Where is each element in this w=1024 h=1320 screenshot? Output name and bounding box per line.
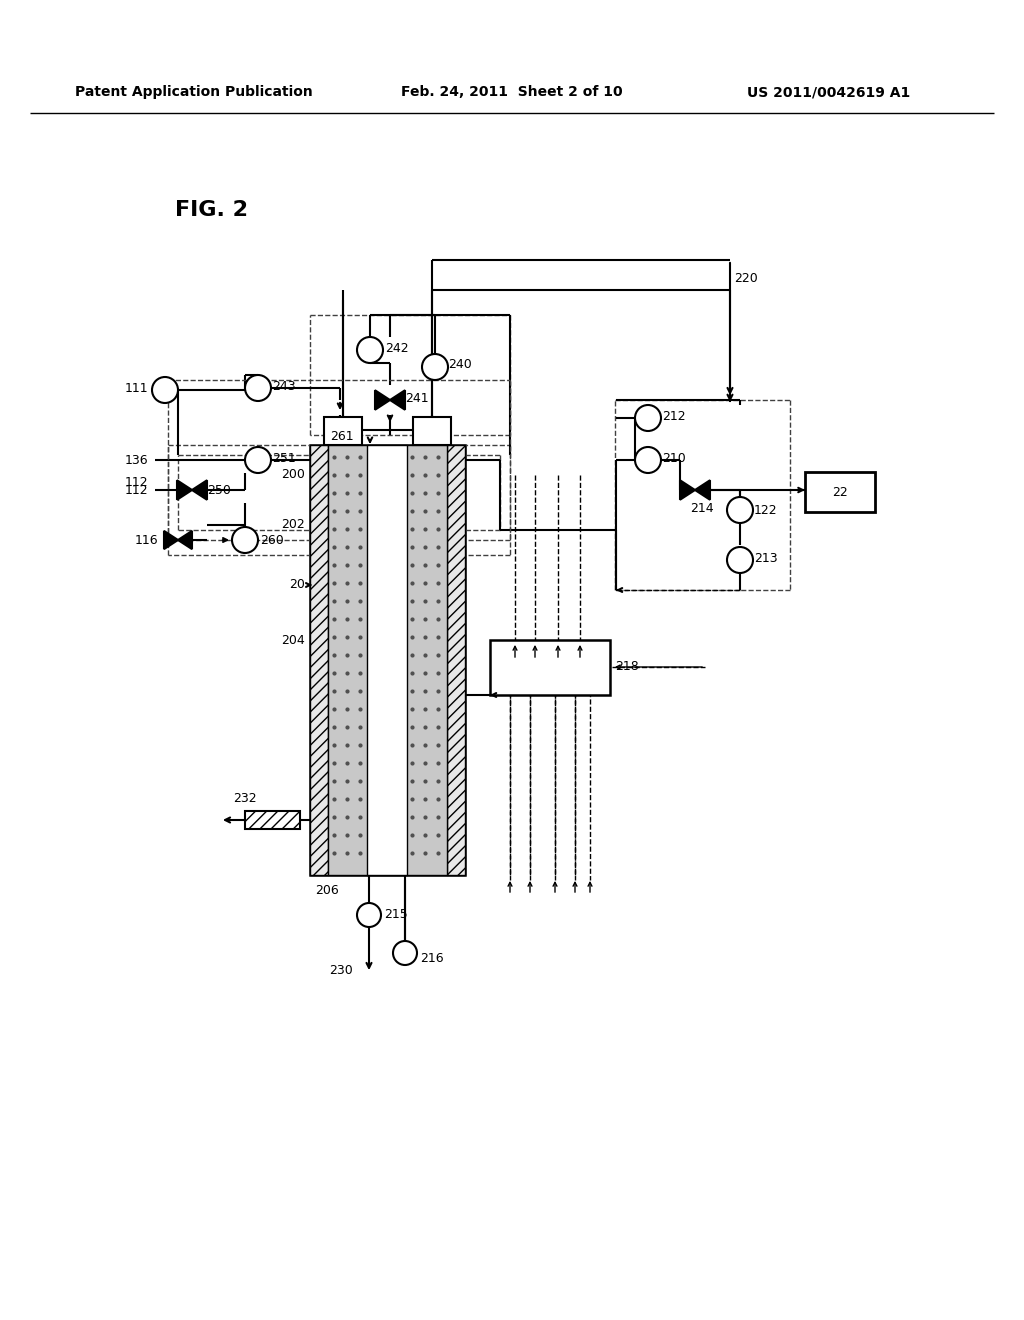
Text: 251: 251: [272, 451, 296, 465]
Text: 122: 122: [754, 503, 777, 516]
Circle shape: [245, 375, 271, 401]
Circle shape: [245, 447, 271, 473]
Polygon shape: [164, 531, 178, 549]
Text: 213: 213: [754, 552, 777, 565]
Circle shape: [232, 527, 258, 553]
Text: US 2011/0042619 A1: US 2011/0042619 A1: [746, 84, 910, 99]
Text: 260: 260: [260, 533, 284, 546]
Text: 136: 136: [124, 454, 148, 466]
Text: 261: 261: [330, 430, 353, 444]
Circle shape: [727, 498, 753, 523]
Polygon shape: [695, 480, 710, 500]
Text: Feb. 24, 2011  Sheet 2 of 10: Feb. 24, 2011 Sheet 2 of 10: [401, 84, 623, 99]
Text: 210: 210: [662, 451, 686, 465]
Text: 212: 212: [662, 409, 686, 422]
Text: 218: 218: [615, 660, 639, 673]
Text: 230: 230: [329, 964, 352, 977]
Text: 200: 200: [282, 469, 305, 482]
Text: 243: 243: [272, 380, 296, 392]
Polygon shape: [375, 391, 390, 409]
Text: Patent Application Publication: Patent Application Publication: [75, 84, 312, 99]
Bar: [805, 473, 874, 512]
Text: 250: 250: [207, 483, 230, 496]
Text: 215: 215: [384, 908, 408, 921]
Text: 214: 214: [690, 502, 714, 515]
Bar: [367, 445, 407, 875]
Polygon shape: [178, 531, 193, 549]
Circle shape: [357, 903, 381, 927]
Circle shape: [635, 447, 662, 473]
Polygon shape: [177, 480, 193, 500]
Text: 204: 204: [282, 634, 305, 647]
Circle shape: [357, 337, 383, 363]
Text: 112: 112: [124, 483, 148, 496]
Text: 240: 240: [449, 359, 472, 371]
Text: 116: 116: [134, 533, 158, 546]
Circle shape: [727, 546, 753, 573]
Bar: [245, 810, 300, 829]
Circle shape: [635, 405, 662, 432]
Bar: [490, 640, 610, 696]
Text: 22: 22: [833, 486, 848, 499]
Circle shape: [152, 378, 178, 403]
Bar: [310, 445, 465, 875]
Text: 232: 232: [233, 792, 257, 804]
Text: 206: 206: [315, 883, 339, 896]
Bar: [328, 445, 447, 875]
Polygon shape: [680, 480, 695, 500]
Polygon shape: [390, 391, 406, 409]
Polygon shape: [193, 480, 207, 500]
Circle shape: [393, 941, 417, 965]
Text: FIG. 2: FIG. 2: [175, 201, 248, 220]
Text: 216: 216: [420, 952, 443, 965]
Bar: [310, 445, 328, 875]
Text: 241: 241: [406, 392, 429, 404]
Text: 20: 20: [289, 578, 305, 591]
Circle shape: [422, 354, 449, 380]
Text: 112: 112: [124, 477, 148, 490]
Text: 202: 202: [282, 519, 305, 532]
Text: 242: 242: [385, 342, 409, 355]
Bar: [324, 417, 362, 445]
Bar: [447, 445, 465, 875]
Text: 220: 220: [734, 272, 758, 285]
Text: 111: 111: [124, 381, 148, 395]
Bar: [413, 417, 451, 445]
